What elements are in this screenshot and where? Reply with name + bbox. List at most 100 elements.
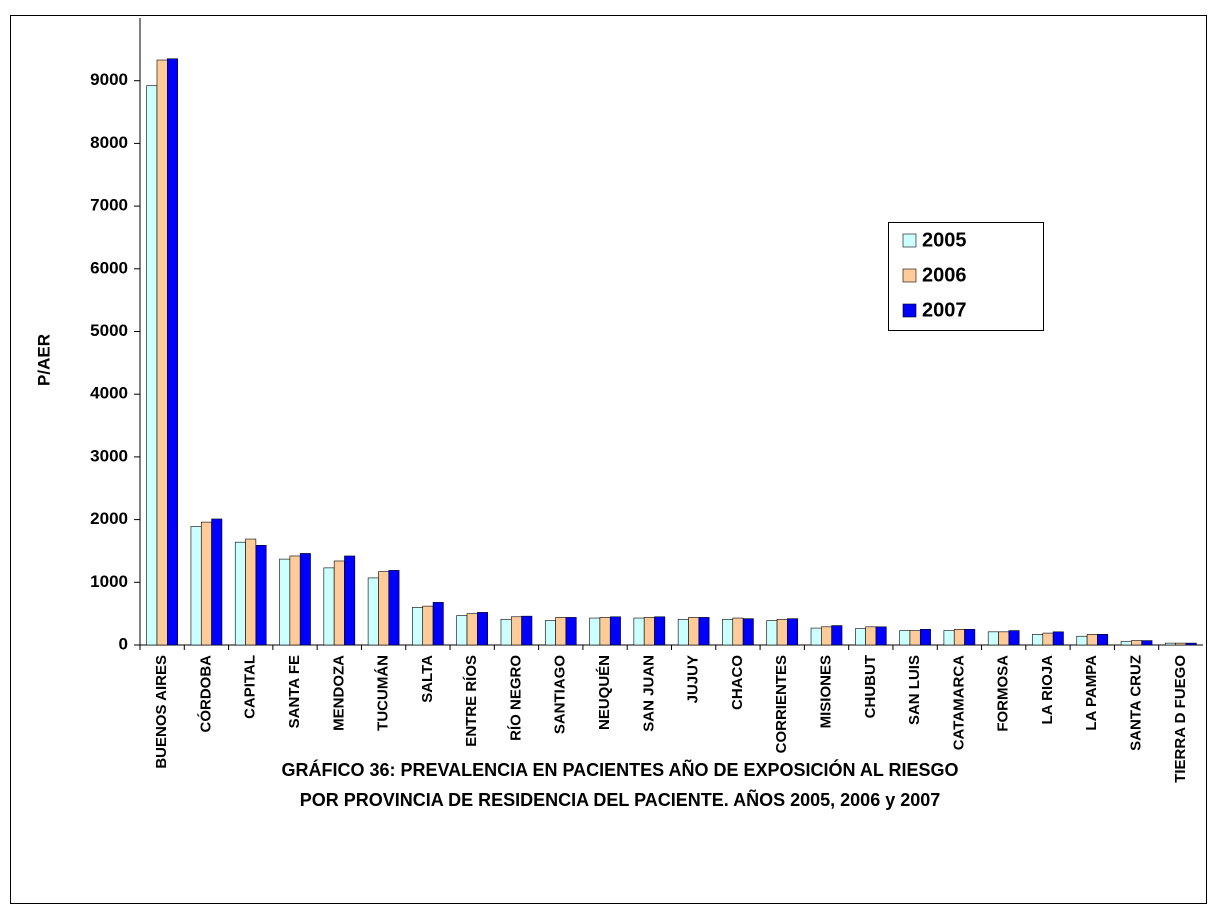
- frame: [10, 15, 1207, 904]
- bar: [279, 558, 291, 646]
- bar: [1097, 634, 1109, 646]
- x-tick-label: JUJUY: [685, 655, 702, 703]
- bar: [688, 617, 700, 646]
- bar: [589, 617, 601, 646]
- x-tick-label: SANTA CRUZ: [1128, 655, 1145, 751]
- bar: [333, 560, 345, 646]
- bar: [1052, 631, 1064, 646]
- bar: [821, 626, 832, 646]
- x-tick-label: LA RIOJA: [1039, 655, 1056, 725]
- bar: [998, 631, 1010, 646]
- bar: [909, 630, 921, 646]
- bar: [167, 58, 178, 646]
- bar: [722, 618, 734, 646]
- bar: [299, 553, 311, 646]
- y-tick-label: 0: [119, 634, 128, 653]
- bar: [245, 538, 257, 646]
- bar: [1185, 642, 1197, 646]
- x-tick-label: SANTIAGO: [552, 655, 569, 735]
- x-tick-label: ENTRE RÍOS: [463, 655, 480, 747]
- bar: [521, 615, 533, 646]
- bar: [466, 613, 478, 646]
- bar: [146, 85, 158, 646]
- bar: [1042, 632, 1054, 646]
- y-tick-label: 5000: [90, 321, 128, 340]
- bar: [1131, 640, 1143, 646]
- bar: [742, 618, 754, 646]
- bar: [919, 629, 931, 646]
- bar: [875, 626, 887, 646]
- bar: [511, 616, 522, 646]
- x-tick-label: SANTA FE: [286, 655, 303, 728]
- x-tick-label: TUCUMÁN: [375, 655, 392, 731]
- y-tick-label: 1000: [90, 572, 128, 591]
- legend-swatch: [902, 303, 917, 318]
- x-tick-label: MISIONES: [817, 655, 834, 728]
- x-tick-label: SALTA: [419, 655, 436, 703]
- bar: [289, 555, 301, 646]
- bar: [1008, 630, 1020, 646]
- y-axis-label: P/AER: [34, 334, 53, 386]
- bar: [599, 617, 611, 646]
- bar: [190, 526, 202, 646]
- bar: [1120, 640, 1132, 646]
- y-tick-label: 8000: [90, 133, 128, 152]
- bar: [1165, 642, 1176, 646]
- x-tick-label: NEUQUÉN: [596, 655, 613, 730]
- bar: [544, 620, 556, 646]
- x-tick-label: CHUBUT: [862, 655, 879, 718]
- bar: [698, 617, 710, 646]
- y-tick-label: 7000: [90, 196, 128, 215]
- bar: [344, 555, 356, 646]
- bar: [855, 628, 866, 646]
- bar: [987, 631, 999, 646]
- bar: [234, 541, 246, 646]
- bar: [200, 521, 212, 646]
- bar: [677, 618, 689, 646]
- x-tick-label: FORMOSA: [995, 655, 1012, 732]
- bar: [943, 630, 955, 646]
- bar: [422, 605, 434, 646]
- bar: [1141, 640, 1153, 646]
- bar: [156, 59, 168, 646]
- x-tick-label: LA PAMPA: [1083, 655, 1100, 731]
- bar: [555, 617, 567, 646]
- y-tick-label: 4000: [90, 384, 128, 403]
- legend-label: 2006: [922, 264, 967, 286]
- legend-swatch: [902, 233, 917, 248]
- x-tick-label: TIERRA D FUEGO: [1172, 655, 1189, 783]
- bar: [609, 616, 621, 646]
- bar: [432, 602, 444, 646]
- bar: [633, 617, 645, 646]
- bar: [732, 617, 744, 646]
- bar: [865, 626, 877, 646]
- legend-swatch: [902, 268, 917, 283]
- x-tick-label: BUENOS AIRES: [153, 655, 170, 769]
- bar: [211, 518, 223, 646]
- bar: [323, 567, 335, 646]
- bar: [766, 620, 778, 646]
- x-tick-label: CORRIENTES: [773, 655, 790, 753]
- bar: [378, 571, 390, 646]
- bar: [367, 577, 379, 646]
- bar: [787, 618, 799, 646]
- x-tick-label: RÍO NEGRO: [507, 655, 524, 741]
- bar: [964, 629, 976, 646]
- bar: [477, 612, 488, 646]
- bar: [456, 615, 468, 646]
- x-tick-label: CAPITAL: [242, 655, 259, 719]
- bar: [899, 630, 911, 646]
- bar: [953, 629, 965, 646]
- x-tick-label: CHACO: [729, 655, 746, 710]
- chart-title: GRÁFICO 36: PREVALENCIA EN PACIENTES AÑO…: [281, 759, 958, 780]
- x-tick-label: MENDOZA: [330, 655, 347, 731]
- bar: [776, 618, 788, 646]
- legend-label: 2007: [922, 299, 967, 321]
- x-tick-label: SAN LUIS: [906, 655, 923, 725]
- bar: [255, 545, 267, 646]
- y-tick-label: 9000: [90, 70, 128, 89]
- x-tick-label: CÓRDOBA: [196, 655, 214, 733]
- chart-title: POR PROVINCIA DE RESIDENCIA DEL PACIENTE…: [300, 789, 941, 810]
- bar: [388, 570, 400, 646]
